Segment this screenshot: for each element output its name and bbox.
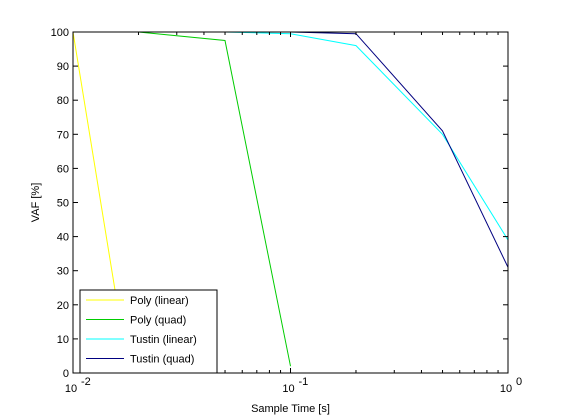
y-tick-label: 50 (57, 198, 69, 210)
y-tick-label: 80 (57, 95, 69, 107)
legend-entry: Tustin (linear) (130, 334, 197, 346)
x-tick-label: 10 (65, 383, 77, 395)
y-tick-label: 40 (57, 232, 69, 244)
legend-box (79, 289, 218, 374)
y-tick-label: 0 (63, 368, 69, 380)
x-tick-label: 10 (282, 383, 294, 395)
y-tick-label: 90 (57, 61, 69, 73)
legend-entry: Poly (quad) (130, 315, 186, 327)
x-tick-exponent: 0 (516, 376, 522, 388)
x-tick-exponent: -1 (299, 376, 309, 388)
x-axis-label: Sample Time [s] (251, 403, 330, 415)
legend-entry: Tustin (quad) (130, 354, 194, 366)
y-axis-label: VAF [%] (30, 183, 42, 223)
y-tick-label: 70 (57, 129, 69, 141)
legend: Poly (linear) Poly (quad) Tustin (linear) T… (79, 289, 218, 374)
series-line-2 (224, 32, 508, 241)
y-tick-label: 20 (57, 300, 69, 312)
legend-entry: Poly (linear) (130, 295, 189, 307)
y-tick-label: 30 (57, 266, 69, 278)
y-tick-label: 10 (57, 334, 69, 346)
y-tick-label: 60 (57, 163, 69, 175)
series-line-3 (290, 32, 508, 268)
x-tick-label: 10 (500, 383, 512, 395)
y-tick-label: 100 (51, 27, 69, 39)
x-tick-exponent: -2 (81, 376, 91, 388)
series-line-1 (138, 32, 291, 367)
